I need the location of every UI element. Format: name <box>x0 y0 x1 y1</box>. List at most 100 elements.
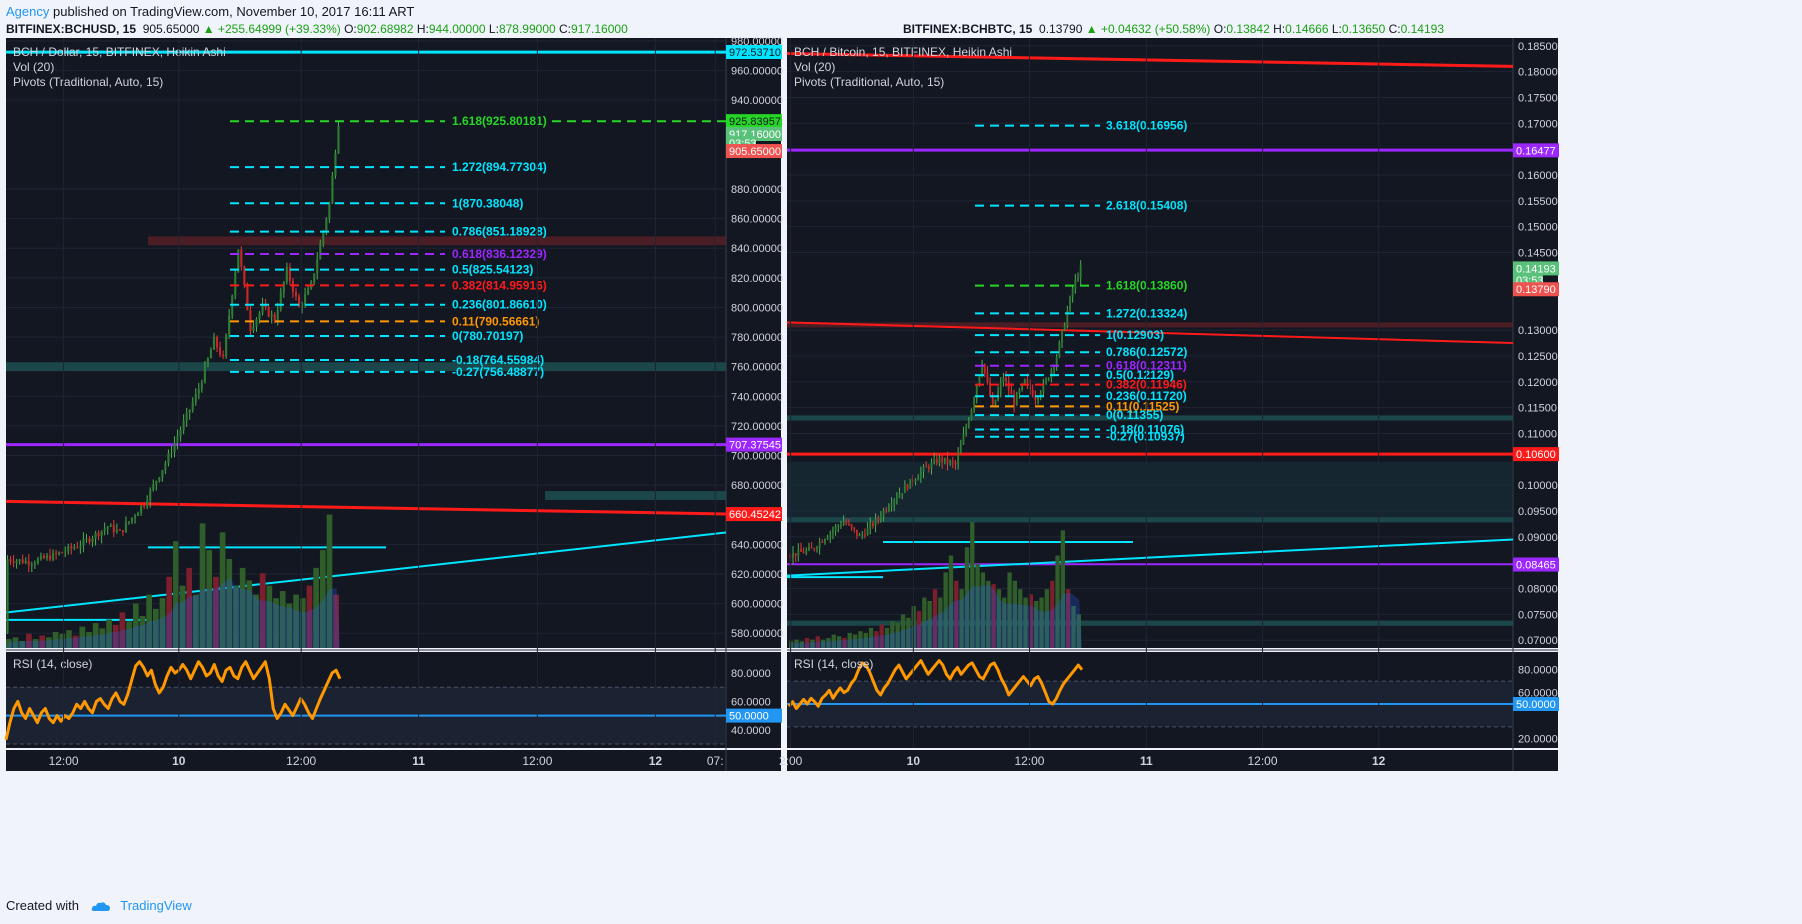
candle <box>73 547 76 549</box>
candle <box>802 551 805 554</box>
candle <box>861 534 864 536</box>
candle <box>914 480 917 482</box>
candle <box>106 526 109 529</box>
candle <box>115 529 118 533</box>
candle <box>42 555 46 559</box>
ticker-open: 902.68982 <box>356 22 414 36</box>
fib-level-label: 0.786(851.18928) <box>452 225 547 239</box>
candle <box>943 457 946 463</box>
candle <box>981 364 984 376</box>
volume-bar <box>879 624 884 648</box>
price-tag <box>1513 282 1559 297</box>
author-link[interactable]: Agency <box>6 4 50 19</box>
rsi-tick-label: 80.0000 <box>731 668 771 680</box>
candle <box>294 291 298 297</box>
cloud-logo-icon <box>91 902 110 912</box>
x-tick-label: 11 <box>1140 754 1153 768</box>
y-tick-label: 820.00000 <box>731 273 783 285</box>
candle <box>1037 397 1039 400</box>
candle <box>88 538 91 542</box>
price-tag <box>1513 557 1559 572</box>
candle <box>124 522 127 532</box>
candle <box>279 292 282 310</box>
volume-bar <box>1060 530 1066 648</box>
fib-level-label: 0.382(814.95916) <box>452 278 547 292</box>
candle <box>179 430 182 437</box>
candle <box>6 559 9 634</box>
fib-level-label: 1(870.38048) <box>452 196 523 210</box>
y-tick-label: 0.15500 <box>1518 196 1558 208</box>
volume-bar <box>794 639 799 648</box>
y-tick-label: 940.00000 <box>731 95 783 107</box>
candle <box>300 304 304 307</box>
candle <box>1047 378 1050 380</box>
trend-line-red <box>786 321 1514 344</box>
fib-level-label: 0.11(790.56661) <box>452 314 539 328</box>
volume-bar <box>92 623 99 648</box>
volume-bar <box>66 630 72 648</box>
candle <box>834 526 837 531</box>
time-axis <box>6 750 781 771</box>
volume-bar <box>259 573 266 648</box>
volume-bar <box>253 594 259 648</box>
volume-bar <box>831 634 836 648</box>
volume-bar <box>99 628 106 648</box>
candle <box>127 521 131 523</box>
volume-bar <box>890 621 895 648</box>
candle <box>219 347 222 355</box>
indicator-legend: Pivots (Traditional, Auto, 15) <box>794 75 944 89</box>
y-tick-label: 840.00000 <box>731 243 783 255</box>
volume-bar <box>266 585 273 648</box>
candle <box>203 365 206 383</box>
candle <box>800 549 802 552</box>
candle <box>334 153 337 176</box>
candle <box>919 471 922 478</box>
volume-bar <box>842 637 847 648</box>
candle <box>158 477 161 482</box>
candle <box>316 259 319 274</box>
candle <box>1013 394 1016 406</box>
candle <box>30 564 33 566</box>
candle <box>818 541 821 548</box>
candle <box>222 354 225 357</box>
tradingview-link[interactable]: TradingView <box>120 898 192 913</box>
trend-line-red <box>5 499 727 516</box>
candle <box>1061 330 1063 342</box>
volume-bar <box>239 567 246 648</box>
rsi-mid-tag <box>1513 697 1559 711</box>
volume-bar <box>206 550 213 648</box>
trend-line-cyan <box>786 538 1514 577</box>
ticker-change: ▲ +255.64999 (+39.33%) <box>202 22 341 36</box>
x-tick-label: 12:00 <box>1248 754 1278 768</box>
candle <box>941 457 944 463</box>
candle <box>893 499 896 505</box>
candle <box>813 548 816 550</box>
volume-bar <box>1066 589 1071 648</box>
fib-level-label: 0.11(0.11525) <box>1106 399 1179 413</box>
candle <box>234 272 237 296</box>
candle <box>337 126 340 154</box>
candle <box>882 510 885 517</box>
price-tag <box>726 114 782 129</box>
x-tick-label: 12 <box>1372 754 1386 768</box>
candle <box>967 419 970 427</box>
candle <box>959 444 962 454</box>
y-tick-label: 0.08000 <box>1518 584 1558 596</box>
candle <box>161 470 164 478</box>
fib-level-label: 0.5(825.54123) <box>452 263 533 277</box>
ticker-close: 917.16000 <box>571 22 628 36</box>
ticker-bar-right: BITFINEX:BCHBTC, 15 0.13790 ▲ +0.04632 (… <box>903 22 1445 36</box>
rsi-tick-label: 60.0000 <box>731 696 771 708</box>
candle <box>143 505 146 507</box>
volume-bar <box>874 631 879 648</box>
volume-bar <box>964 547 970 648</box>
candle <box>36 559 39 564</box>
y-tick-label: 780.00000 <box>731 332 783 344</box>
volume-bar <box>895 622 900 648</box>
candle <box>821 541 824 543</box>
indicator-legend: Vol (20) <box>13 60 54 74</box>
y-tick-label: 0.09000 <box>1518 532 1558 544</box>
candle <box>45 555 49 559</box>
candle <box>261 304 264 313</box>
